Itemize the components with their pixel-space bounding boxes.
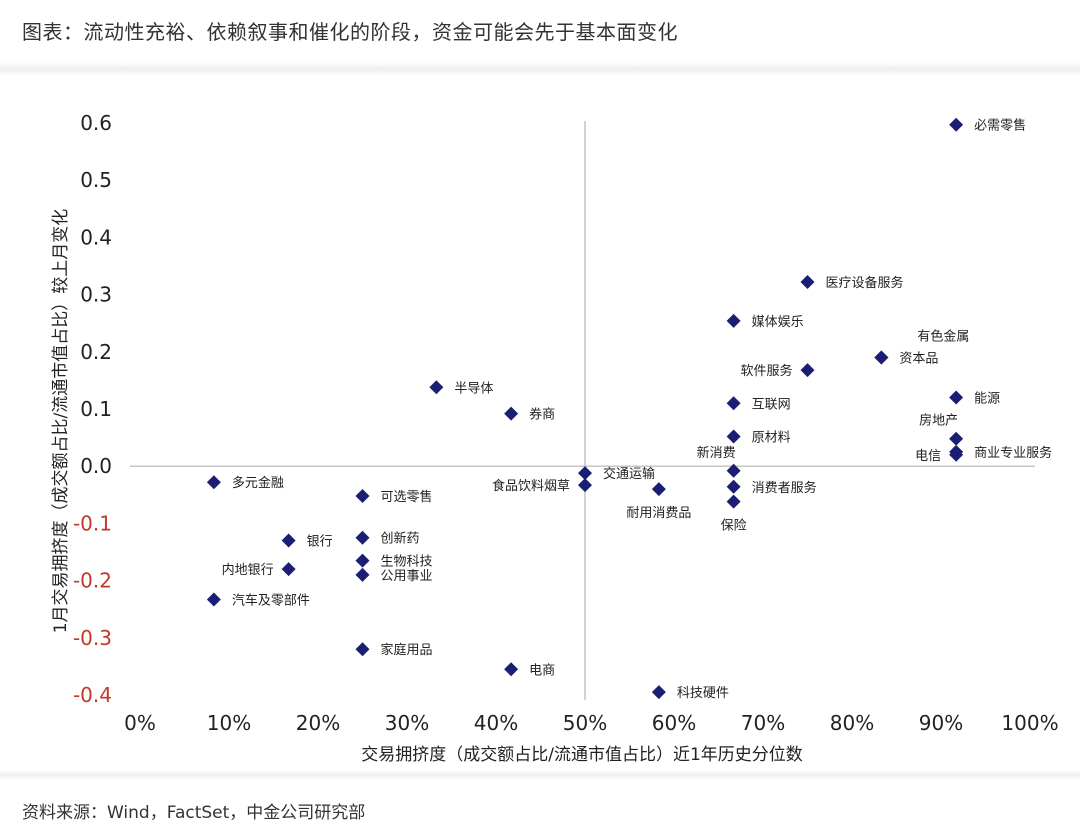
y-tick-label: -0.1 (73, 511, 112, 535)
data-point-label: 资本品 (899, 352, 938, 367)
data-point (949, 390, 964, 405)
data-point (578, 478, 592, 493)
data-point (949, 431, 964, 446)
y-tick-label: 0.1 (80, 397, 112, 421)
data-point-label: 有色金属 (917, 329, 969, 345)
y-axis-title: 1月交易拥挤度（成交额占比/流通市值占比）较上月变化 (51, 209, 71, 634)
page-title: 图表：流动性充裕、依赖叙事和催化的阶段，资金可能会先于基本面变化 (22, 20, 678, 44)
data-point (651, 685, 666, 700)
data-point-label: 电信 (915, 449, 941, 464)
data-point-label: 银行 (307, 535, 333, 550)
data-point-label: 互联网 (752, 397, 791, 412)
data-point (726, 313, 741, 328)
data-point (726, 494, 741, 509)
x-tick-label: 100% (1001, 711, 1058, 735)
data-point-label: 原材料 (752, 430, 791, 445)
data-point-label: 半导体 (454, 381, 493, 396)
data-point-label: 媒体娱乐 (752, 315, 804, 330)
x-tick-label: 60% (652, 711, 696, 735)
x-tick-label: 80% (830, 711, 874, 735)
source-note: 资料来源：Wind，FactSet，中金公司研究部 (22, 803, 366, 823)
data-point (355, 488, 370, 503)
data-point (429, 380, 444, 395)
data-point-label: 公用事业 (381, 569, 433, 584)
y-tick-label: 0.5 (80, 168, 112, 192)
y-tick-label: 0.4 (80, 225, 112, 249)
x-tick-label: 10% (207, 711, 251, 735)
x-tick-label: 50% (563, 711, 607, 735)
data-point-label: 家庭用品 (381, 642, 433, 658)
x-tick-label: 40% (474, 711, 518, 735)
data-point-label: 生物科技 (381, 555, 433, 570)
y-tick-label: 0.6 (80, 111, 112, 135)
data-point-label: 医疗设备服务 (826, 275, 904, 291)
data-point (355, 567, 370, 582)
x-tick-label: 90% (919, 711, 963, 735)
data-point-label: 能源 (974, 392, 1000, 407)
scatter-chart: 0.6 0.5 0.4 0.3 0.2 0.1 0.0 -0.1 -0.2 -0.3 -0.4 0% 1… (0, 80, 1080, 770)
data-point (504, 662, 519, 677)
x-tick-label: 30% (385, 711, 429, 735)
data-point (355, 553, 370, 568)
data-point-label: 消费者服务 (752, 480, 817, 496)
data-point (949, 117, 964, 132)
data-point (726, 479, 741, 494)
y-tick-label: -0.4 (73, 683, 112, 707)
x-axis-title: 交易拥挤度（成交额占比/流通市值占比）近1年历史分位数 (361, 745, 803, 765)
y-tick-label: 0.2 (80, 340, 112, 364)
data-point (874, 350, 889, 365)
y-tick-label: 0.3 (80, 283, 112, 307)
data-point-label: 商业专业服务 (974, 445, 1052, 461)
data-point-label: 电商 (529, 663, 555, 678)
data-point-label: 创新药 (381, 531, 420, 547)
data-point-label: 房地产 (919, 413, 958, 429)
data-point-label: 软件服务 (740, 363, 792, 379)
data-point (726, 396, 741, 411)
x-tick-label: 0% (124, 711, 156, 735)
data-point-label: 交通运输 (603, 466, 655, 482)
data-point (281, 533, 296, 548)
data-point-label: 汽车及零部件 (232, 592, 310, 608)
data-point (578, 466, 592, 481)
data-point (800, 363, 815, 378)
data-point (726, 463, 741, 478)
data-point (355, 530, 370, 545)
data-point (206, 475, 221, 490)
data-point-label: 必需零售 (974, 118, 1026, 134)
y-tick-label: -0.2 (73, 569, 112, 593)
data-point-label: 内地银行 (222, 562, 274, 578)
chart-svg: 0.6 0.5 0.4 0.3 0.2 0.1 0.0 -0.1 -0.2 -0.3 -0.4 0% 1… (51, 111, 1059, 765)
data-point (949, 447, 964, 462)
data-point-label: 券商 (529, 407, 555, 423)
y-tick-label: -0.3 (73, 626, 112, 650)
data-point-label: 耐用消费品 (626, 506, 691, 521)
y-tick-label: 0.0 (80, 454, 112, 478)
data-point (206, 592, 221, 607)
data-point-label: 食品饮料烟草 (492, 478, 570, 494)
data-point-label: 可选零售 (381, 489, 433, 505)
x-tick-label: 20% (296, 711, 340, 735)
data-point-label: 新消费 (697, 445, 736, 461)
data-point (281, 562, 296, 577)
data-point-label: 多元金融 (232, 475, 284, 491)
data-point (651, 482, 666, 497)
data-point (355, 642, 370, 657)
title-divider (0, 62, 1080, 76)
x-tick-label: 70% (741, 711, 785, 735)
footer-divider (0, 770, 1080, 780)
data-point-label: 保险 (721, 519, 747, 534)
data-point-label: 科技硬件 (677, 686, 729, 701)
data-point (800, 275, 815, 290)
data-point (504, 406, 519, 421)
data-point (726, 429, 741, 444)
